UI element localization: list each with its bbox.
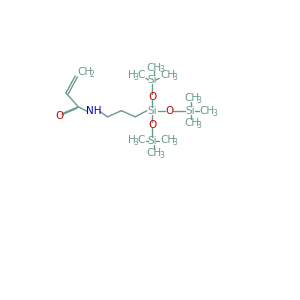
Text: CH: CH [184, 93, 199, 103]
Text: NH: NH [86, 106, 101, 116]
Text: CH: CH [199, 106, 214, 116]
Text: CH: CH [184, 118, 199, 128]
Text: 3: 3 [134, 138, 139, 147]
Text: C: C [138, 135, 145, 145]
Text: 3: 3 [197, 121, 202, 130]
Text: 3: 3 [159, 151, 164, 160]
Text: O: O [148, 120, 156, 130]
Text: O: O [56, 111, 64, 121]
Text: 3: 3 [159, 65, 164, 74]
Text: CH: CH [146, 148, 161, 158]
Text: CH: CH [78, 67, 93, 77]
Text: Si: Si [185, 106, 195, 116]
Text: C: C [138, 70, 145, 80]
Text: CH: CH [146, 63, 161, 73]
Text: 3: 3 [134, 73, 139, 82]
Text: Si: Si [147, 75, 157, 85]
Text: O: O [148, 92, 156, 102]
Text: 3: 3 [173, 138, 178, 147]
Text: H: H [128, 135, 135, 145]
Text: 3: 3 [173, 73, 178, 82]
Text: CH: CH [160, 70, 175, 80]
Text: 2: 2 [90, 70, 94, 79]
Text: CH: CH [160, 135, 175, 145]
Text: Si: Si [147, 136, 157, 146]
Text: 3: 3 [197, 96, 202, 105]
Text: O: O [165, 106, 173, 116]
Text: H: H [128, 70, 135, 80]
Text: 3: 3 [212, 109, 217, 118]
Text: Si: Si [147, 106, 157, 116]
